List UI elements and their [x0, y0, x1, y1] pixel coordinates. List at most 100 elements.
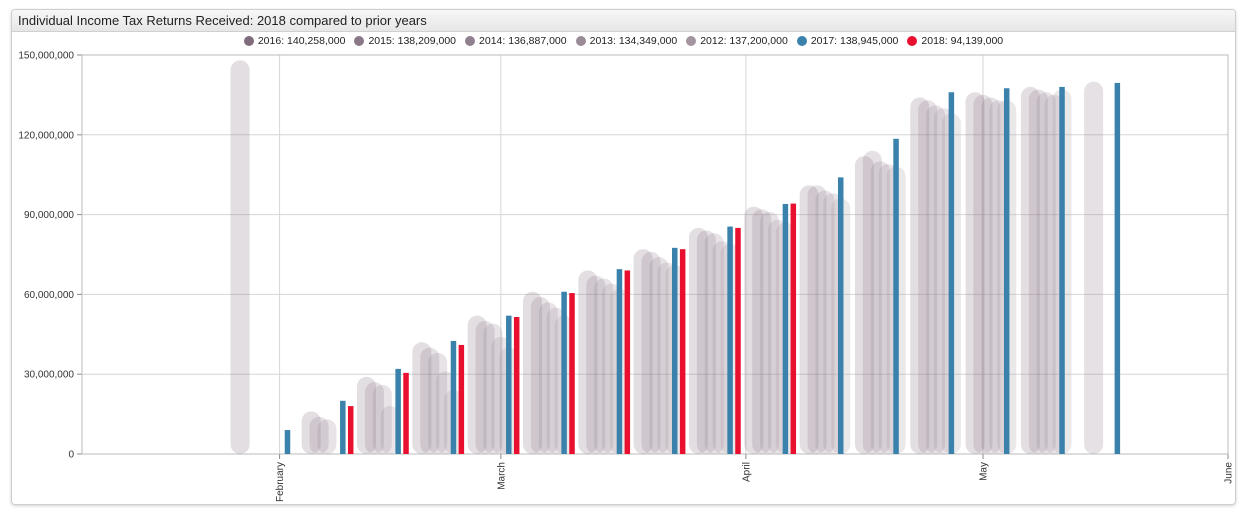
x-tick-label: May [978, 462, 989, 481]
bar [948, 92, 955, 455]
chart-panel: Individual Income Tax Returns Received: … [11, 9, 1236, 505]
bar [317, 419, 337, 454]
bar [862, 150, 882, 454]
bar [1020, 86, 1040, 455]
legend-item[interactable]: 2018: 94,139,000 [907, 35, 1003, 47]
y-tick-label: 0 [68, 450, 74, 461]
bar [799, 185, 819, 454]
bar [616, 269, 623, 454]
y-tick-label: 90,000,000 [24, 210, 74, 221]
bar [744, 206, 764, 454]
bar [347, 406, 354, 454]
legend-label: 2016: 140,258,000 [257, 35, 346, 47]
legend-item[interactable]: 2015: 138,209,000 [354, 35, 456, 47]
bar [561, 291, 567, 454]
bar [933, 108, 953, 454]
legend-swatch [465, 36, 476, 46]
y-tick-label: 60,000,000 [24, 290, 74, 301]
bar [782, 203, 789, 454]
chart-title: Individual Income Tax Returns Received: … [12, 10, 1235, 32]
bar [569, 293, 575, 454]
x-tick-label: April [741, 462, 752, 482]
x-tick-label: February [275, 462, 286, 502]
legend-swatch [907, 36, 918, 46]
bar [688, 227, 708, 454]
bar [712, 241, 732, 454]
bar [704, 233, 724, 454]
legend-item[interactable]: 2017: 138,945,000 [796, 35, 899, 47]
legend-label: 2012: 137,200,000 [700, 35, 788, 47]
bar [513, 317, 520, 454]
bar [475, 321, 495, 454]
bar [1003, 88, 1010, 454]
bar [965, 92, 985, 455]
bar [230, 60, 250, 454]
bar [403, 372, 409, 454]
bar [602, 283, 622, 454]
bar [586, 275, 606, 454]
x-tick-label: June [1224, 462, 1235, 484]
series-2016 [230, 60, 1040, 455]
bar [578, 270, 598, 454]
bar [815, 190, 835, 454]
bar [878, 164, 898, 454]
legend-swatch [354, 36, 365, 46]
bar [1044, 94, 1064, 455]
bar [973, 94, 993, 455]
bar [530, 297, 550, 454]
bar [981, 97, 1001, 454]
bar [679, 249, 686, 454]
bar [649, 257, 669, 454]
bar [752, 209, 772, 454]
legend-label: 2013: 134,349,000 [589, 35, 678, 47]
bar [546, 307, 566, 454]
bar [412, 342, 432, 454]
bar [837, 177, 844, 455]
bar [1114, 82, 1121, 455]
legend-item[interactable]: 2012: 137,200,000 [686, 35, 788, 47]
bar [823, 193, 843, 454]
bar [467, 315, 487, 454]
legend-swatch [796, 36, 807, 46]
bar [893, 138, 899, 455]
bar [870, 161, 890, 454]
bar [910, 97, 930, 454]
bar [807, 185, 827, 454]
bar [357, 376, 377, 454]
bar [926, 105, 946, 454]
legend-label: 2015: 138,209,000 [368, 35, 457, 47]
legend-label: 2017: 138,945,000 [810, 35, 899, 47]
bar [458, 344, 465, 454]
legend-swatch [243, 36, 254, 46]
bar [657, 262, 677, 454]
legend-swatch [686, 36, 697, 46]
legend-label: 2018: 94,139,000 [921, 35, 1004, 47]
legend-item[interactable]: 2016: 140,258,000 [243, 35, 346, 47]
bar [1028, 89, 1048, 454]
x-tick-label: March [496, 462, 507, 490]
bar [672, 247, 678, 454]
bar [522, 291, 542, 454]
bar [309, 416, 329, 454]
series-2013 [380, 94, 1064, 455]
bar [395, 368, 401, 454]
bar [790, 203, 797, 454]
bar [364, 382, 384, 454]
bar [735, 227, 741, 454]
bar [340, 400, 346, 454]
bar [372, 384, 392, 454]
bar [506, 315, 512, 454]
bar [918, 100, 938, 454]
bar [768, 219, 788, 454]
bar [989, 100, 1009, 454]
legend-item[interactable]: 2013: 134,349,000 [575, 35, 678, 47]
bar [380, 406, 400, 454]
bar [624, 270, 631, 454]
y-tick-label: 150,000,000 [18, 51, 74, 62]
plot-frame [81, 54, 1229, 455]
bar [483, 323, 503, 454]
legend-item[interactable]: 2014: 136,887,000 [465, 35, 567, 47]
y-tick-label: 30,000,000 [24, 370, 74, 381]
series-2017 [284, 82, 1121, 455]
series-2015 [309, 81, 1104, 455]
